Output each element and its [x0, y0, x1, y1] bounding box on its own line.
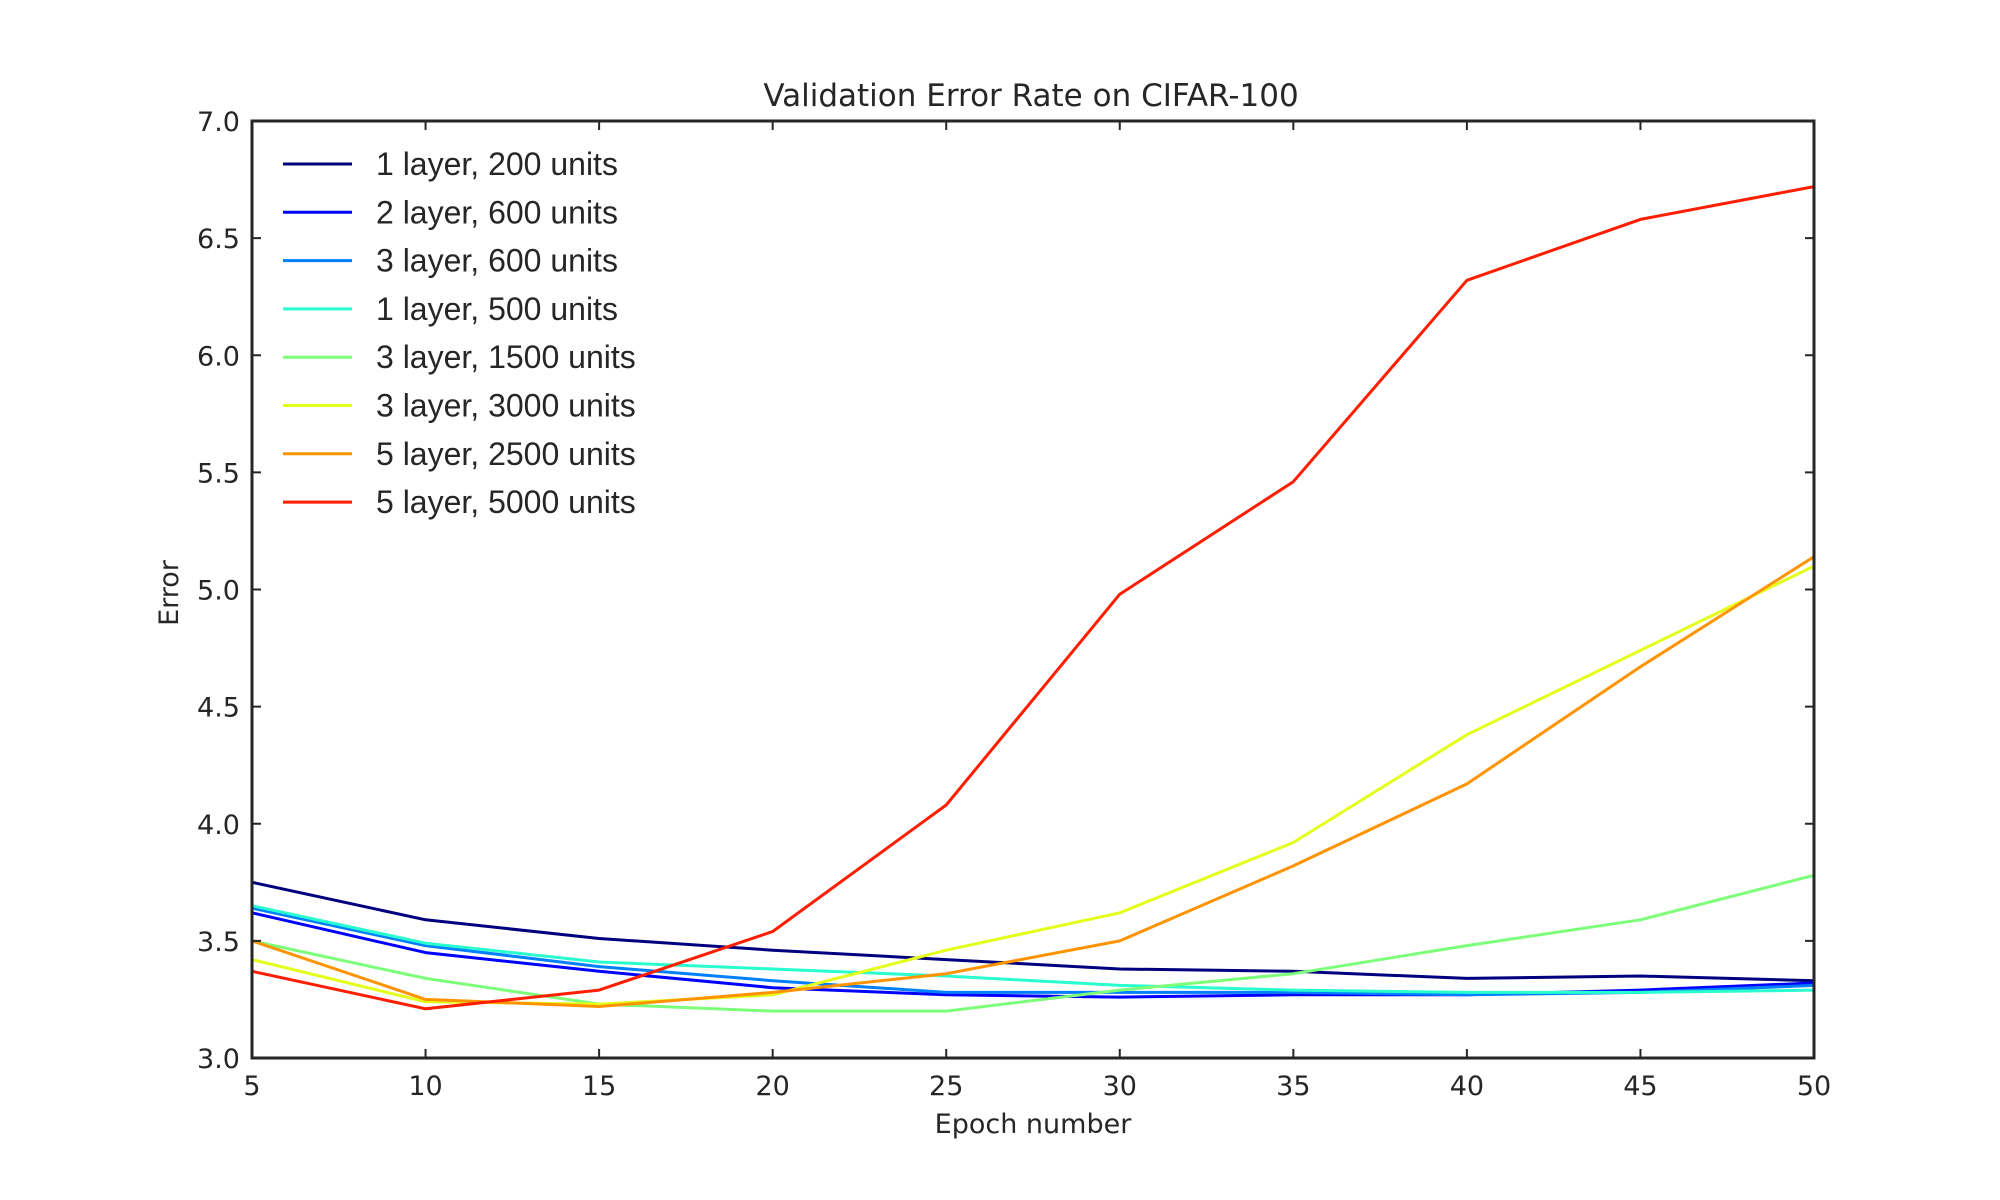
chart-title: Validation Error Rate on CIFAR-100	[763, 78, 1298, 114]
y-tick-label: 5.0	[197, 576, 240, 607]
series-line-4	[251, 904, 1815, 994]
series-line-7	[251, 555, 1815, 1008]
legend-label: 3 layer, 1500 units	[376, 339, 636, 375]
legend-label: 5 layer, 5000 units	[376, 484, 636, 520]
y-axis: 3.0 3.5 4.0 4.5 5.0 5.5 6.0 6.5 7.0	[197, 107, 1814, 1075]
y-axis-label: Error	[154, 559, 185, 626]
x-tick-label: 25	[929, 1071, 963, 1102]
y-tick-label: 6.5	[197, 224, 240, 255]
y-tick-label: 3.5	[197, 927, 240, 958]
x-axis-label: Epoch number	[935, 1109, 1133, 1140]
y-tick-label: 7.0	[197, 107, 240, 138]
x-tick-label: 50	[1797, 1071, 1831, 1102]
series-layer	[251, 185, 1815, 1013]
legend-label: 5 layer, 2500 units	[376, 436, 636, 472]
x-tick-label: 45	[1623, 1071, 1657, 1102]
legend-label: 1 layer, 200 units	[376, 146, 618, 182]
y-tick-label: 4.5	[197, 693, 240, 724]
legend-label: 1 layer, 500 units	[376, 291, 618, 327]
y-tick-label: 4.0	[197, 810, 240, 841]
series-line-5	[251, 873, 1815, 1013]
x-tick-label: 5	[243, 1071, 260, 1102]
x-axis: 5 10 15 20 25 30 35 40 45 50	[243, 121, 1831, 1102]
x-tick-label: 15	[582, 1071, 616, 1102]
series-line-8	[251, 185, 1815, 1011]
legend-label: 3 layer, 600 units	[376, 243, 618, 279]
legend-label: 3 layer, 3000 units	[376, 388, 636, 424]
y-tick-label: 6.0	[197, 341, 240, 372]
x-tick-label: 40	[1450, 1071, 1484, 1102]
x-tick-label: 10	[408, 1071, 442, 1102]
y-tick-label: 3.0	[197, 1044, 240, 1075]
legend-label: 2 layer, 600 units	[376, 194, 618, 230]
series-line-6	[251, 564, 1815, 1006]
series-line-1	[251, 880, 1815, 983]
x-tick-label: 20	[755, 1071, 789, 1102]
x-tick-label: 35	[1276, 1071, 1310, 1102]
y-tick-label: 5.5	[197, 458, 240, 489]
x-tick-label: 30	[1103, 1071, 1137, 1102]
legend: 1 layer, 200 units 2 layer, 600 units 3 la…	[283, 146, 636, 520]
